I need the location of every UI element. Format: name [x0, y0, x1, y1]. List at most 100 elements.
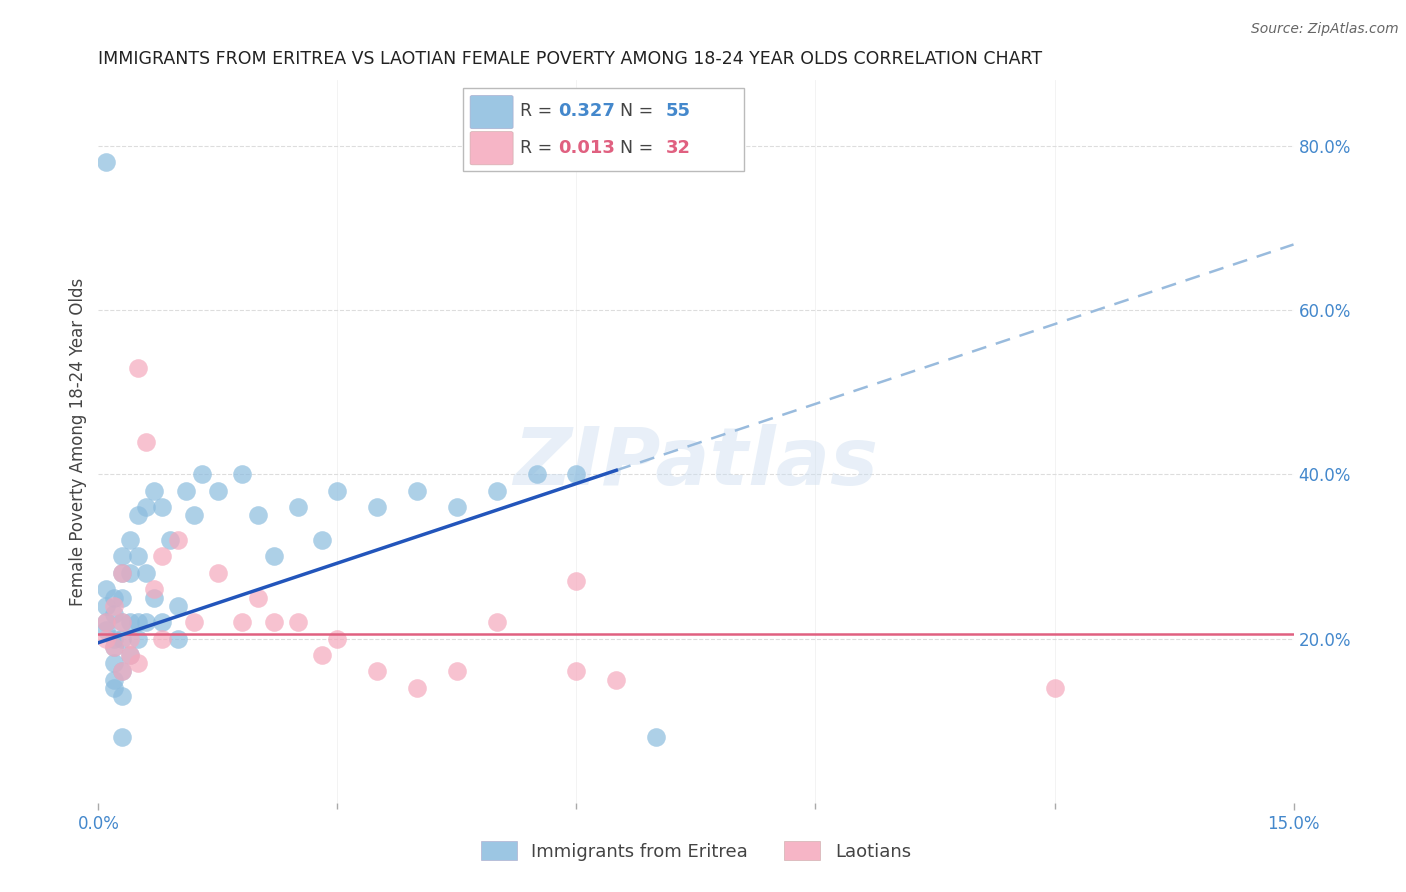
Point	[167, 599, 190, 613]
Point	[96, 632, 118, 646]
Point	[207, 566, 229, 580]
Point	[103, 640, 125, 654]
Text: 0.327: 0.327	[558, 103, 616, 120]
Point	[103, 607, 125, 621]
Text: N =: N =	[609, 103, 658, 120]
Y-axis label: Female Poverty Among 18-24 Year Olds: Female Poverty Among 18-24 Year Olds	[69, 277, 87, 606]
Point	[111, 689, 134, 703]
Point	[183, 615, 205, 630]
Point	[565, 665, 588, 679]
Point	[111, 730, 134, 744]
Text: 55: 55	[666, 103, 692, 120]
Point	[111, 665, 134, 679]
Point	[246, 508, 269, 523]
Point	[645, 730, 668, 744]
FancyBboxPatch shape	[463, 87, 744, 170]
Point	[127, 508, 149, 523]
Point	[135, 434, 157, 449]
Point	[143, 582, 166, 597]
Point	[406, 681, 429, 695]
Point	[167, 533, 190, 547]
Point	[96, 155, 118, 169]
Point	[127, 632, 149, 646]
Point	[446, 665, 468, 679]
Text: 32: 32	[666, 139, 692, 157]
Point	[111, 566, 134, 580]
Point	[135, 615, 157, 630]
Point	[96, 615, 118, 630]
Point	[127, 549, 149, 564]
Point	[111, 549, 134, 564]
Point	[96, 599, 118, 613]
FancyBboxPatch shape	[470, 132, 513, 165]
Point	[287, 500, 309, 515]
Point	[111, 591, 134, 605]
FancyBboxPatch shape	[470, 95, 513, 128]
Text: IMMIGRANTS FROM ERITREA VS LAOTIAN FEMALE POVERTY AMONG 18-24 YEAR OLDS CORRELAT: IMMIGRANTS FROM ERITREA VS LAOTIAN FEMAL…	[98, 50, 1042, 68]
Point	[150, 500, 173, 515]
Point	[366, 665, 388, 679]
Point	[103, 673, 125, 687]
Point	[150, 615, 173, 630]
Point	[127, 360, 149, 375]
Text: Source: ZipAtlas.com: Source: ZipAtlas.com	[1251, 22, 1399, 37]
Point	[406, 483, 429, 498]
Point	[565, 574, 588, 588]
Point	[96, 615, 118, 630]
Point	[120, 566, 142, 580]
Point	[150, 549, 173, 564]
Point	[120, 615, 142, 630]
Point	[111, 566, 134, 580]
Point	[150, 632, 173, 646]
Point	[103, 657, 125, 671]
Point	[287, 615, 309, 630]
Point	[485, 483, 508, 498]
Point	[120, 648, 142, 662]
Point	[120, 632, 142, 646]
Text: ZIPatlas: ZIPatlas	[513, 425, 879, 502]
Legend: Immigrants from Eritrea, Laotians: Immigrants from Eritrea, Laotians	[474, 834, 918, 868]
Point	[246, 591, 269, 605]
Point	[231, 467, 253, 482]
Point	[311, 648, 333, 662]
Point	[143, 591, 166, 605]
Point	[135, 566, 157, 580]
Point	[526, 467, 548, 482]
Point	[135, 500, 157, 515]
Text: R =: R =	[520, 139, 558, 157]
Text: R =: R =	[520, 103, 558, 120]
Point	[174, 483, 197, 498]
Point	[183, 508, 205, 523]
Point	[311, 533, 333, 547]
Point	[231, 615, 253, 630]
Point	[605, 673, 627, 687]
Point	[120, 533, 142, 547]
Point	[366, 500, 388, 515]
Point	[103, 632, 125, 646]
Point	[96, 624, 118, 638]
Point	[96, 582, 118, 597]
Point	[326, 632, 349, 646]
Point	[127, 657, 149, 671]
Text: N =: N =	[609, 139, 658, 157]
Point	[263, 549, 285, 564]
Point	[159, 533, 181, 547]
Point	[111, 615, 134, 630]
Point	[127, 615, 149, 630]
Point	[111, 615, 134, 630]
Point	[111, 632, 134, 646]
Point	[103, 681, 125, 695]
Text: 0.013: 0.013	[558, 139, 616, 157]
Point	[446, 500, 468, 515]
Point	[103, 599, 125, 613]
Point	[143, 483, 166, 498]
Point	[485, 615, 508, 630]
Point	[120, 648, 142, 662]
Point	[103, 640, 125, 654]
Point	[1043, 681, 1066, 695]
Point	[111, 665, 134, 679]
Point	[167, 632, 190, 646]
Point	[326, 483, 349, 498]
Point	[565, 467, 588, 482]
Point	[191, 467, 214, 482]
